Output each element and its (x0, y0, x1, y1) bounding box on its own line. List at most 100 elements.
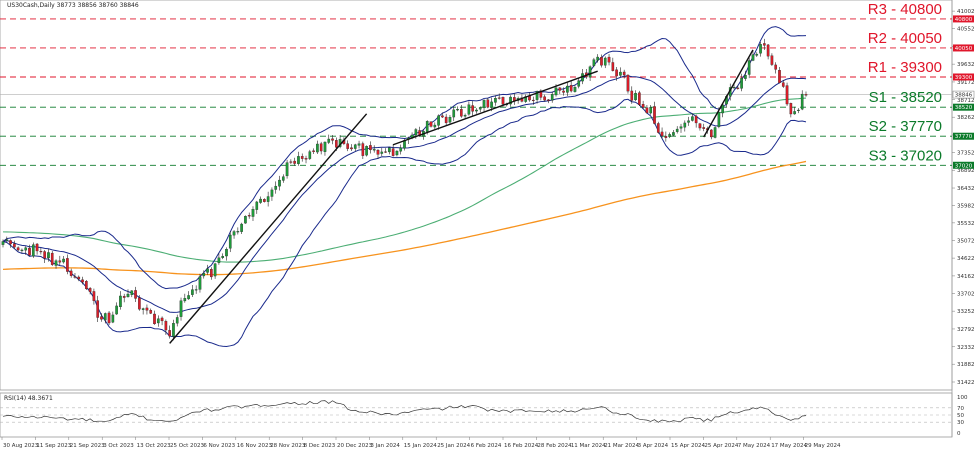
candle (630, 86, 634, 104)
candle-body (691, 116, 694, 121)
candle-body (327, 138, 331, 143)
candle-body (619, 71, 622, 76)
x-tick-label: 17 May 2024 (771, 443, 807, 449)
candle (96, 295, 100, 322)
candle-body (475, 109, 478, 112)
candle (100, 313, 103, 322)
candle (141, 307, 145, 315)
candle (319, 141, 323, 155)
x-tick-label: 29 May 2024 (805, 443, 841, 449)
candle (380, 147, 384, 157)
candle-body (509, 96, 512, 105)
candle-body (50, 252, 54, 265)
candle-body (494, 98, 497, 103)
candle-body (153, 313, 156, 325)
candle (308, 149, 312, 160)
candle (789, 102, 793, 118)
candle (429, 121, 433, 128)
candle-body (399, 147, 403, 152)
candle-body (486, 99, 490, 108)
candle-body (304, 158, 308, 160)
candle (679, 123, 683, 133)
candle (369, 141, 372, 154)
candle (656, 121, 660, 134)
candle (365, 145, 368, 157)
candle-body (168, 330, 171, 337)
candle (509, 95, 512, 107)
candle-body (804, 94, 808, 96)
candle (577, 78, 581, 89)
candle (376, 148, 380, 159)
candle-body (73, 276, 77, 278)
y-tick-label: 32332 (957, 345, 975, 351)
candle (274, 181, 278, 194)
candle (285, 159, 289, 179)
trendline (392, 70, 598, 146)
candle (475, 108, 478, 114)
candle (255, 200, 259, 214)
x-tick-label: 7 May 2024 (738, 443, 771, 449)
candle (206, 264, 209, 275)
candle-body (319, 143, 323, 152)
candle (316, 140, 319, 154)
candle-body (797, 109, 800, 111)
candle (168, 325, 171, 339)
candle-body (490, 101, 493, 108)
candle (361, 141, 365, 159)
candle-body (240, 223, 243, 232)
candle-body (778, 70, 781, 83)
candle (683, 120, 687, 132)
candle (145, 304, 149, 315)
candle-body (535, 91, 539, 100)
candle (482, 99, 486, 113)
x-tick-label: 21 Sep 2023 (70, 443, 105, 449)
rsi-tick-label: 100 (957, 395, 968, 401)
x-tick-label: 13 Oct 2023 (137, 443, 172, 449)
candle (793, 106, 796, 115)
rsi-tick-label: 30 (957, 420, 964, 426)
x-tick-label: 3 Apr 2024 (638, 443, 669, 449)
y-tick-label: 33702 (957, 292, 975, 298)
candle-body (372, 149, 376, 151)
candle-body (9, 240, 12, 245)
candle (9, 239, 12, 248)
y-tick-label: 32792 (957, 327, 975, 333)
candle (653, 101, 656, 125)
candle-body (471, 105, 474, 112)
level-tag-text: 40800 (955, 17, 973, 23)
candle (611, 57, 615, 72)
candle-body (660, 131, 664, 136)
x-tick-label: 25 Apr 2024 (704, 443, 739, 449)
candle (138, 295, 141, 311)
x-tick-label: 6 Feb 2024 (471, 443, 502, 449)
candle (156, 315, 160, 327)
candle (664, 131, 668, 142)
level-label: S1 - 38520 (869, 89, 942, 106)
candle (558, 87, 562, 94)
candle-body (577, 80, 581, 87)
x-tick-label: 25 Jan 2024 (437, 443, 470, 449)
candle (73, 272, 77, 279)
y-tick-label: 36892 (957, 168, 975, 174)
level-tag-bg (953, 73, 974, 81)
candle-body (569, 85, 573, 92)
candle-body (793, 111, 796, 115)
candle-body (28, 247, 31, 256)
y-tick-label: 35072 (957, 239, 975, 245)
candle (119, 291, 122, 310)
x-tick-label: 15 Jan 2024 (404, 443, 437, 449)
candle-body (1, 241, 5, 245)
candle-body (744, 75, 747, 79)
candle (149, 308, 153, 315)
x-tick-label: 11 Mar 2024 (571, 443, 606, 449)
candle-body (615, 69, 618, 77)
candle (259, 196, 262, 204)
x-tick-label: 3 Oct 2023 (103, 443, 134, 449)
candle-body (134, 290, 137, 299)
level-label: R1 - 39300 (868, 59, 942, 76)
candle (471, 101, 474, 116)
candle (39, 248, 43, 255)
candle (281, 174, 285, 183)
candle-body (543, 96, 546, 101)
